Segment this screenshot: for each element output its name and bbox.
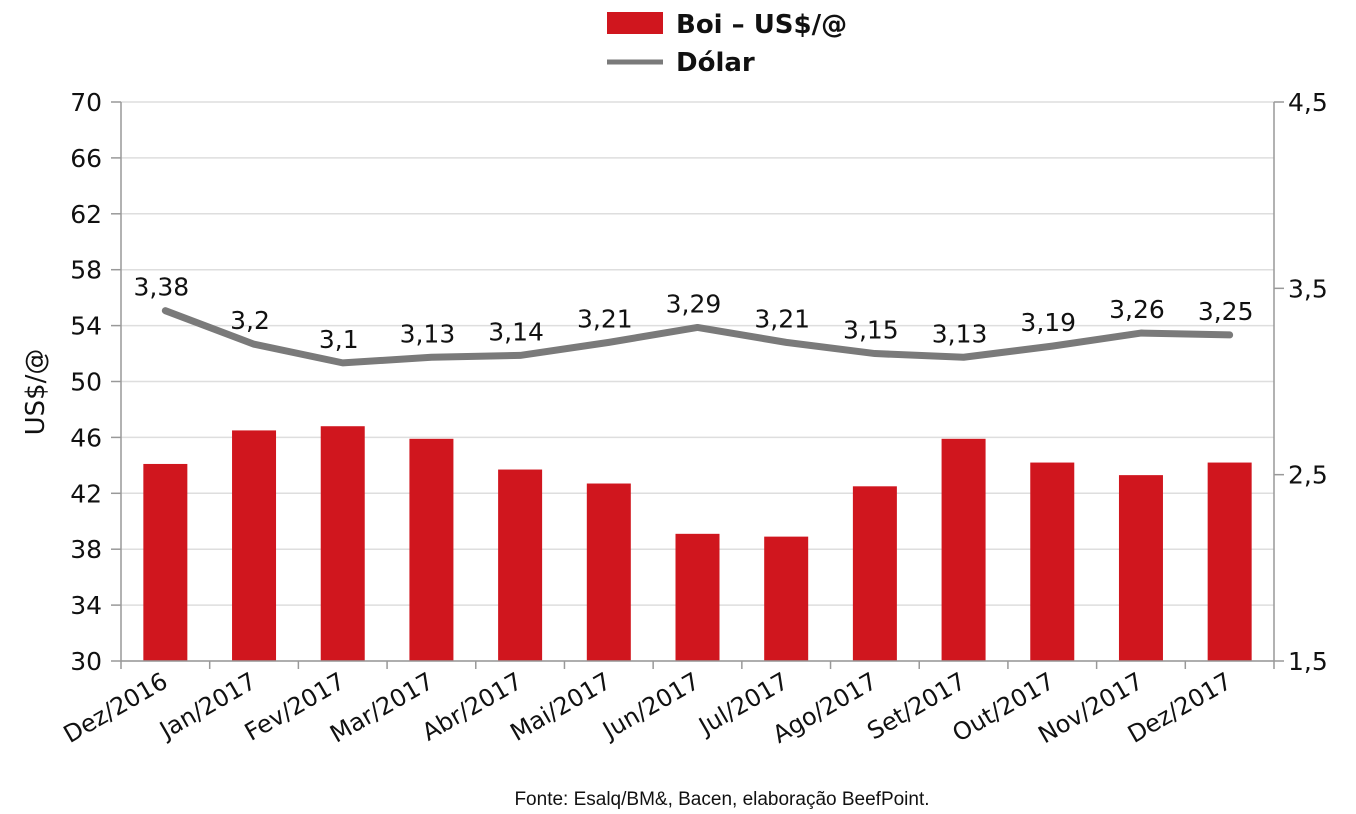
data-label-dolar: 3,13: [932, 319, 988, 348]
legend-label-boi: Boi – US$/@: [676, 10, 847, 40]
legend-label-dolar: Dólar: [676, 48, 755, 78]
bar-boi: [764, 536, 809, 661]
x-tick-label: Dez/2016: [59, 667, 173, 749]
data-label-dolar: 3,1: [319, 325, 359, 354]
data-labels: 3,38 3,2 3,1 3,13 3,14 3,21 3,29 3,21 3,15 3,13 3,…: [134, 273, 1254, 354]
y2-tick-label: 3,5: [1288, 274, 1328, 303]
y-tick-label: 34: [70, 591, 102, 620]
data-label-dolar: 3,38: [134, 273, 190, 302]
data-label-dolar: 3,19: [1020, 308, 1076, 337]
bar-boi: [320, 426, 365, 661]
data-label-dolar: 3,29: [666, 289, 722, 318]
line-dolar: [161, 307, 1234, 367]
y-tick-label: 42: [70, 479, 102, 508]
y-tick-label: 62: [70, 200, 102, 229]
bar-boi: [1030, 462, 1075, 661]
gridlines: [121, 101, 1274, 662]
x-tick-label: Jan/2017: [153, 667, 261, 745]
bar-boi: [675, 533, 720, 661]
bar-boi: [1207, 462, 1252, 661]
y2-tick-label: 4,5: [1288, 88, 1328, 117]
data-label-dolar: 3,13: [400, 319, 456, 348]
y-tick-label: 54: [70, 312, 102, 341]
bar-boi: [232, 430, 277, 661]
y-tick-label: 30: [70, 647, 102, 676]
bar-boi: [498, 469, 543, 661]
y-tick-label: 66: [70, 144, 102, 173]
bar-boi: [1118, 475, 1163, 661]
y-axis-label: US$/@: [21, 349, 51, 436]
data-label-dolar: 3,14: [488, 317, 544, 346]
data-label-dolar: 3,21: [577, 304, 633, 333]
x-tick-label: Mai/2017: [505, 667, 615, 747]
x-tick-label: Abr/2017: [417, 667, 527, 747]
y2-tick-label: 1,5: [1288, 647, 1328, 676]
bar-boi: [941, 438, 986, 661]
bar-boi: [409, 438, 454, 661]
bar-boi: [852, 486, 897, 661]
y-tick-label: 38: [70, 535, 102, 564]
legend-swatch-boi: [607, 12, 663, 34]
y-tick-label: 58: [70, 256, 102, 285]
y-tick-label: 50: [70, 368, 102, 397]
y-tick-label: 70: [70, 88, 102, 117]
bar-boi: [586, 483, 631, 661]
data-label-dolar: 3,21: [754, 304, 810, 333]
y-tick-label: 46: [70, 423, 102, 452]
source-note: Fonte: Esalq/BM&, Bacen, elaboração Beef…: [514, 789, 929, 810]
data-label-dolar: 3,2: [230, 306, 270, 335]
x-tick-label: Jun/2017: [596, 667, 704, 746]
data-label-dolar: 3,15: [843, 316, 899, 345]
data-label-dolar: 3,25: [1198, 297, 1254, 326]
y2-tick-label: 2,5: [1288, 461, 1328, 490]
line-series: [161, 307, 1234, 367]
bar-boi: [143, 463, 188, 661]
data-label-dolar: 3,26: [1109, 295, 1165, 324]
legend: Boi – US$/@ Dólar: [607, 10, 847, 78]
bar-series: [143, 426, 1252, 661]
